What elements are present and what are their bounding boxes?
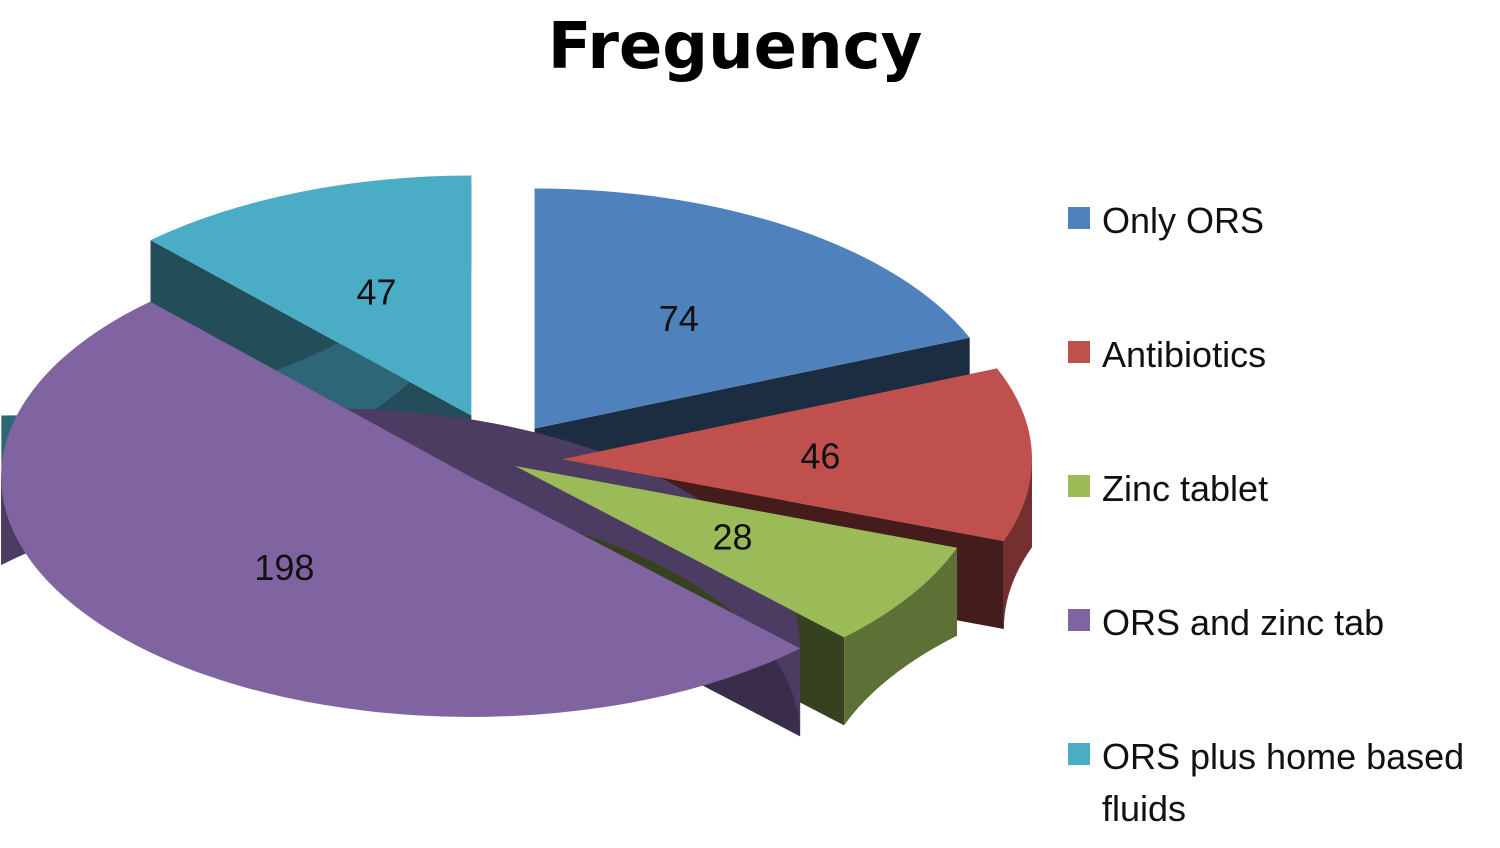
- pie-slice-ors-plus-home-based-fluids: [150, 175, 472, 416]
- legend-swatch: [1068, 341, 1090, 363]
- slice-value-label-ors-plus-home-based-fluids: 47: [357, 272, 397, 313]
- legend-item-zinc-tablet: Zinc tablet: [1068, 463, 1498, 515]
- legend-swatch: [1068, 475, 1090, 497]
- pie-slice-ors-and-zinc-tab: [1, 301, 801, 717]
- pie-slice-antibiotics: [561, 368, 1032, 542]
- legend-swatch: [1068, 207, 1090, 229]
- legend-label: Only ORS: [1102, 200, 1265, 241]
- pie-slice-zinc-tablet: [515, 465, 958, 638]
- slice-tops: [1, 175, 1032, 717]
- chart-title: Freguency: [547, 10, 923, 84]
- legend-label: ORS and zinc tab: [1102, 602, 1385, 643]
- legend-item-ors-plus-home-based-fluids: ORS plus home based fluids: [1068, 731, 1498, 835]
- slice-value-label-antibiotics: 46: [800, 436, 840, 477]
- legend-label: Antibiotics: [1102, 334, 1267, 375]
- legend-item-ors-and-zinc-tab: ORS and zinc tab: [1068, 597, 1498, 649]
- slice-labels: 74 46 28 198 47: [254, 272, 840, 588]
- pie-slice-only-ors: [534, 188, 970, 429]
- legend-swatch: [1068, 743, 1090, 765]
- slice-value-label-zinc-tablet: 28: [713, 516, 753, 557]
- slice-outer-wall-zinc-tablet-0: [844, 547, 958, 726]
- slice-value-label-ors-and-zinc-tab: 198: [254, 547, 314, 588]
- legend-label: ORS plus home based fluids: [1102, 736, 1465, 829]
- legend-item-only-ors: Only ORS: [1068, 195, 1498, 247]
- legend-label: Zinc tablet: [1102, 468, 1269, 509]
- slice-value-label-only-ors: 74: [659, 298, 699, 339]
- legend-item-antibiotics: Antibiotics: [1068, 329, 1498, 381]
- legend-swatch: [1068, 609, 1090, 631]
